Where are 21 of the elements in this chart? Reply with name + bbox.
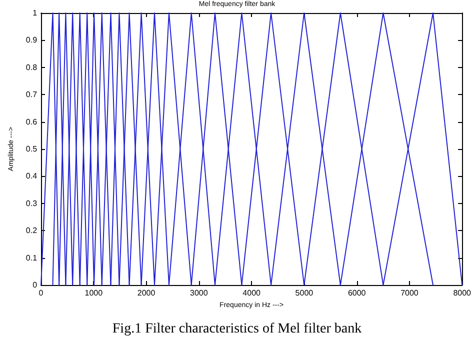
y-tick-label: 0.3 [26, 198, 38, 208]
x-tick-label: 7000 [400, 288, 419, 298]
x-tick-label: 2000 [137, 288, 156, 298]
y-tick-label: 0.5 [26, 144, 38, 154]
y-tick-label: 0 [32, 280, 38, 290]
y-tick-label: 0.4 [26, 172, 38, 181]
y-tick-label: 0.9 [26, 36, 38, 45]
y-tick-label: 0.7 [26, 90, 38, 100]
x-tick-label: 4000 [242, 288, 262, 298]
x-tick-label: 0 [38, 288, 44, 298]
x-tick-label: 6000 [348, 288, 366, 298]
y-tick-label: 0.2 [26, 226, 38, 236]
x-tick-label: 1000 [84, 288, 104, 298]
y-tick-label: 1 [32, 8, 38, 18]
y-tick-label: 0.6 [26, 117, 38, 126]
y-tick-label: 0.8 [26, 62, 38, 72]
x-tick-label: 5000 [295, 288, 314, 298]
x-tick-label: 3000 [190, 288, 208, 298]
y-tick-label: 0.1 [26, 253, 38, 262]
x-tick-label: 8000 [453, 288, 472, 298]
caption: Fig.1 Filter characteristics of Mel filter bank [112, 322, 362, 336]
